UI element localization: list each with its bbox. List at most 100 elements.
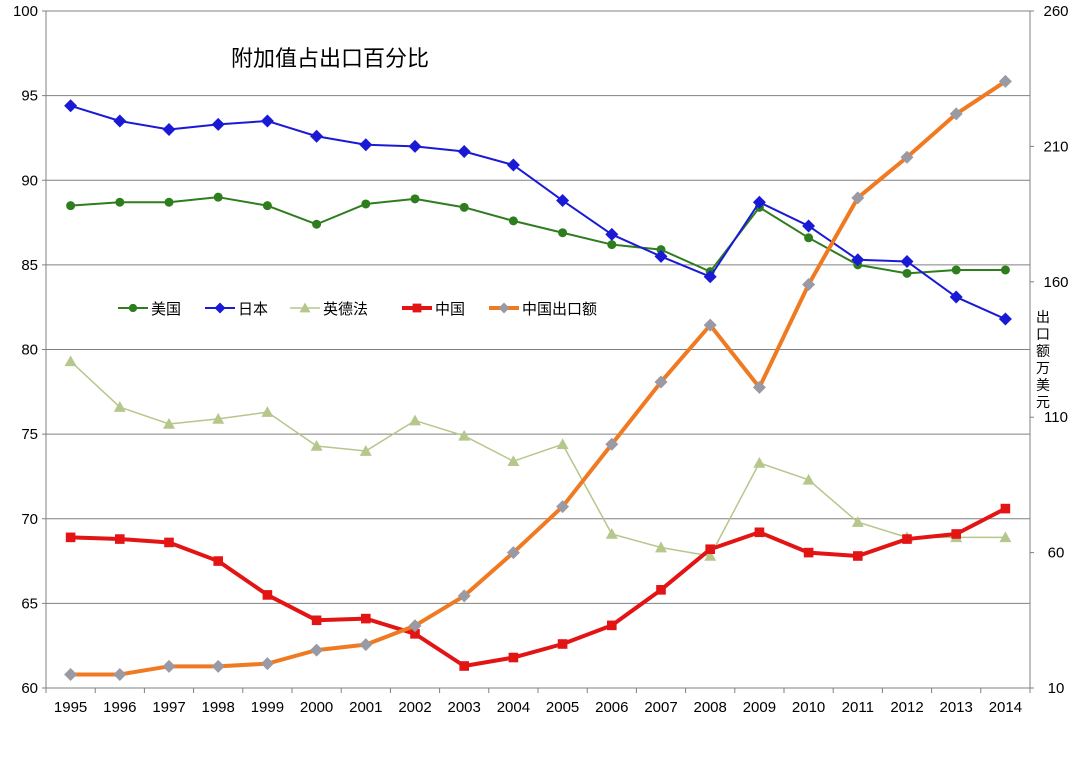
data-point [802, 278, 816, 292]
data-point [851, 253, 865, 267]
right-axis-tick-label: 260 [1043, 3, 1068, 20]
data-point [655, 541, 667, 553]
x-axis-tick-label: 2008 [694, 699, 727, 716]
data-point [457, 144, 471, 158]
data-point [213, 556, 223, 566]
x-axis-tick-label: 2002 [398, 699, 431, 716]
data-point [605, 227, 619, 241]
data-point [506, 158, 520, 172]
series-5 [64, 74, 1012, 681]
x-axis-tick-label: 2004 [497, 699, 530, 716]
right-axis-ticks: 10 60 110 160 210 260 [1030, 3, 1069, 697]
data-point [408, 619, 422, 633]
data-point [359, 445, 372, 456]
data-point [213, 192, 223, 202]
data-point [260, 657, 274, 671]
legend-label: 美国 [151, 300, 181, 318]
left-axis-tick-label: 70 [21, 511, 38, 528]
data-point [753, 456, 766, 468]
right-axis-tick-label: 160 [1043, 274, 1068, 291]
data-point [556, 194, 570, 208]
data-point [998, 74, 1012, 88]
left-axis-tick-label: 100 [13, 3, 38, 20]
data-point [410, 194, 420, 204]
data-point [949, 107, 963, 121]
data-point [654, 249, 668, 263]
data-point [310, 129, 324, 143]
right-axis-label-char: 元 [1036, 395, 1050, 411]
data-point [162, 122, 176, 136]
right-axis-tick-label: 210 [1043, 138, 1068, 155]
data-point [458, 429, 471, 441]
data-point [312, 219, 322, 229]
data-point [508, 216, 518, 226]
data-point [900, 254, 914, 268]
data-point [262, 590, 273, 600]
data-point [64, 355, 77, 367]
data-point [459, 202, 469, 212]
data-point [902, 268, 912, 278]
data-point [705, 544, 715, 555]
right-axis-label-char: 出 [1036, 310, 1050, 326]
left-axis-tick-label: 95 [21, 88, 38, 105]
series-4 [65, 503, 1011, 671]
data-point [802, 473, 815, 485]
right-axis-tick-label: 60 [1048, 545, 1065, 562]
series-group [64, 74, 1012, 681]
left-axis-tick-label: 80 [21, 342, 38, 359]
data-point [654, 375, 668, 389]
data-point [65, 532, 76, 543]
left-axis-tick-label: 90 [21, 172, 38, 189]
data-point [804, 233, 814, 243]
data-point [902, 534, 912, 544]
data-point [212, 412, 225, 424]
x-axis-tick-label: 2007 [644, 699, 677, 716]
legend-swatch-marker [498, 302, 510, 314]
data-point [704, 549, 717, 561]
left-axis-tick-label: 65 [21, 595, 38, 612]
data-point [558, 228, 568, 238]
data-point [262, 201, 272, 211]
data-point [607, 620, 617, 631]
left-axis-tick-label: 60 [21, 680, 38, 697]
data-point [752, 380, 766, 394]
data-point [361, 199, 371, 209]
x-axis-tick-label: 1998 [202, 699, 235, 716]
series-line [70, 196, 1006, 275]
series-1 [66, 192, 1010, 278]
data-point [851, 191, 865, 205]
data-point [851, 516, 864, 527]
data-point [557, 639, 568, 649]
data-point [164, 197, 174, 207]
data-point [752, 195, 766, 209]
data-point [605, 527, 618, 539]
data-point [66, 201, 76, 211]
data-point [408, 139, 422, 153]
data-point [113, 401, 126, 412]
legend: 美国 日本 英德法 中国 中国出口额 [118, 300, 597, 318]
data-point [361, 613, 371, 624]
x-axis-tick-label: 2003 [448, 699, 481, 716]
x-axis-tick-label: 2011 [842, 699, 874, 716]
data-point [1000, 265, 1010, 275]
data-point [656, 245, 666, 255]
data-point [998, 312, 1012, 326]
data-point [113, 114, 127, 128]
legend-item-5: 中国出口额 [489, 300, 597, 318]
right-axis-tick-label: 110 [1044, 409, 1068, 426]
data-point [113, 667, 127, 681]
data-point [164, 537, 174, 548]
right-axis-label-char: 美 [1036, 378, 1050, 394]
legend-swatch-marker [128, 303, 138, 313]
legend-swatch-marker [299, 302, 311, 313]
x-axis-tick-label: 2006 [595, 699, 628, 716]
x-axis-tick-label: 2005 [546, 699, 579, 716]
legend-label: 中国 [435, 300, 465, 318]
data-point [507, 455, 520, 467]
data-point [410, 629, 420, 639]
series-line [70, 79, 1007, 677]
left-axis-tick-label: 85 [21, 257, 38, 274]
x-axis-tick-label: 2013 [940, 699, 973, 716]
